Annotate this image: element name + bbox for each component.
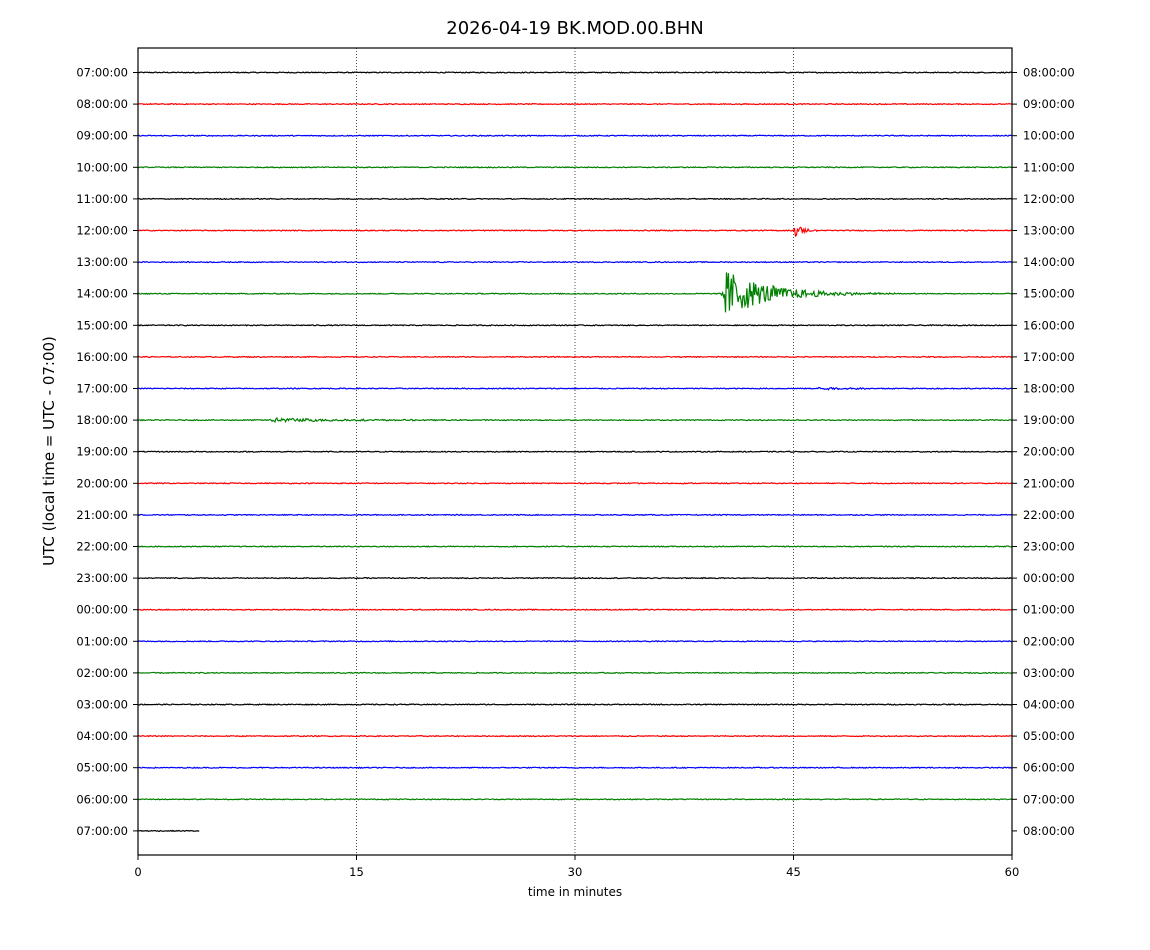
y-tick-label-left: 07:00:00 xyxy=(76,66,128,80)
y-tick-label-left: 05:00:00 xyxy=(76,761,128,775)
y-tick-label-right: 08:00:00 xyxy=(1023,824,1075,838)
traces xyxy=(137,71,1013,833)
y-tick-label-left: 22:00:00 xyxy=(76,540,128,554)
x-tick-label: 60 xyxy=(1005,865,1020,879)
grid-lines xyxy=(356,48,794,855)
y-tick-label-right: 15:00:00 xyxy=(1023,287,1075,301)
y-tick-label-right: 23:00:00 xyxy=(1023,540,1075,554)
trace-row xyxy=(137,226,1013,238)
y-tick-label-right: 02:00:00 xyxy=(1023,634,1075,648)
y-tick-label-right: 01:00:00 xyxy=(1023,603,1075,617)
trace-row xyxy=(137,608,1013,611)
y-tick-label-left: 08:00:00 xyxy=(76,97,128,111)
y-tick-label-right: 06:00:00 xyxy=(1023,761,1075,775)
trace-row xyxy=(137,324,1013,327)
trace-row xyxy=(137,640,1013,643)
y-tick-label-left: 21:00:00 xyxy=(76,508,128,522)
y-tick-label-left: 14:00:00 xyxy=(76,287,128,301)
y-tick-label-left: 03:00:00 xyxy=(76,698,128,712)
y-tick-label-right: 10:00:00 xyxy=(1023,129,1075,143)
trace-row xyxy=(137,576,1013,580)
y-tick-label-left: 19:00:00 xyxy=(76,445,128,459)
y-tick-label-right: 17:00:00 xyxy=(1023,350,1075,364)
trace-row xyxy=(137,734,1013,738)
y-tick-label-right: 00:00:00 xyxy=(1023,571,1075,585)
trace-row xyxy=(137,829,200,833)
y-axis-label: UTC (local time = UTC - 07:00) xyxy=(40,336,58,566)
x-tick-label: 0 xyxy=(134,865,141,879)
trace-row xyxy=(137,260,1013,264)
y-tick-label-right: 21:00:00 xyxy=(1023,476,1075,490)
trace-row xyxy=(137,798,1013,801)
y-tick-label-right: 05:00:00 xyxy=(1023,729,1075,743)
y-tick-label-left: 17:00:00 xyxy=(76,382,128,396)
x-tick-label: 15 xyxy=(349,865,364,879)
y-tick-label-right: 12:00:00 xyxy=(1023,192,1075,206)
trace-row xyxy=(137,766,1013,769)
y-tick-label-right: 16:00:00 xyxy=(1023,318,1075,332)
y-tick-label-right: 08:00:00 xyxy=(1023,66,1075,80)
y-tick-label-right: 09:00:00 xyxy=(1023,97,1075,111)
y-tick-label-left: 07:00:00 xyxy=(76,824,128,838)
x-tick-label: 45 xyxy=(786,865,801,879)
trace-row xyxy=(137,416,1013,424)
y-tick-label-left: 11:00:00 xyxy=(76,192,128,206)
y-tick-label-right: 11:00:00 xyxy=(1023,160,1075,174)
y-tick-label-right: 18:00:00 xyxy=(1023,382,1075,396)
y-tick-label-left: 20:00:00 xyxy=(76,476,128,490)
y-tick-label-left: 06:00:00 xyxy=(76,792,128,806)
y-tick-label-right: 04:00:00 xyxy=(1023,698,1075,712)
trace-row xyxy=(137,386,1013,391)
y-tick-label-left: 23:00:00 xyxy=(76,571,128,585)
y-tick-label-right: 19:00:00 xyxy=(1023,413,1075,427)
trace-row xyxy=(137,197,1013,201)
trace-row xyxy=(137,513,1013,517)
trace-row xyxy=(137,671,1013,675)
trace-row xyxy=(137,272,1013,313)
y-tick-label-right: 03:00:00 xyxy=(1023,666,1075,680)
trace-row xyxy=(137,166,1013,169)
trace-row xyxy=(137,355,1013,359)
y-tick-label-left: 12:00:00 xyxy=(76,224,128,238)
y-tick-label-left: 02:00:00 xyxy=(76,666,128,680)
trace-row xyxy=(137,71,1013,74)
y-tick-label-left: 15:00:00 xyxy=(76,318,128,332)
y-tick-label-right: 22:00:00 xyxy=(1023,508,1075,522)
trace-row xyxy=(137,450,1013,453)
y-tick-label-left: 04:00:00 xyxy=(76,729,128,743)
chart-title: 2026-04-19 BK.MOD.00.BHN xyxy=(446,18,703,39)
x-tick-label: 30 xyxy=(568,865,583,879)
trace-row xyxy=(137,482,1013,485)
y-tick-label-left: 10:00:00 xyxy=(76,160,128,174)
y-tick-label-right: 14:00:00 xyxy=(1023,255,1075,269)
y-tick-label-left: 00:00:00 xyxy=(76,603,128,617)
trace-row xyxy=(137,134,1013,137)
x-axis-label: time in minutes xyxy=(528,885,622,899)
trace-row xyxy=(137,102,1013,106)
y-tick-label-left: 09:00:00 xyxy=(76,129,128,143)
y-tick-label-right: 13:00:00 xyxy=(1023,224,1075,238)
y-tick-label-right: 20:00:00 xyxy=(1023,445,1075,459)
y-ticks: 07:00:00 08:00:00 08:00:00 09:00:00 09:00:00… xyxy=(76,66,1074,838)
y-tick-label-left: 13:00:00 xyxy=(76,255,128,269)
y-tick-label-left: 16:00:00 xyxy=(76,350,128,364)
y-tick-label-left: 01:00:00 xyxy=(76,634,128,648)
trace-row xyxy=(137,703,1013,706)
y-tick-label-right: 07:00:00 xyxy=(1023,792,1075,806)
x-ticks: 0 15 30 45 60 xyxy=(134,855,1019,879)
trace-row xyxy=(137,545,1013,548)
y-tick-label-left: 18:00:00 xyxy=(76,413,128,427)
